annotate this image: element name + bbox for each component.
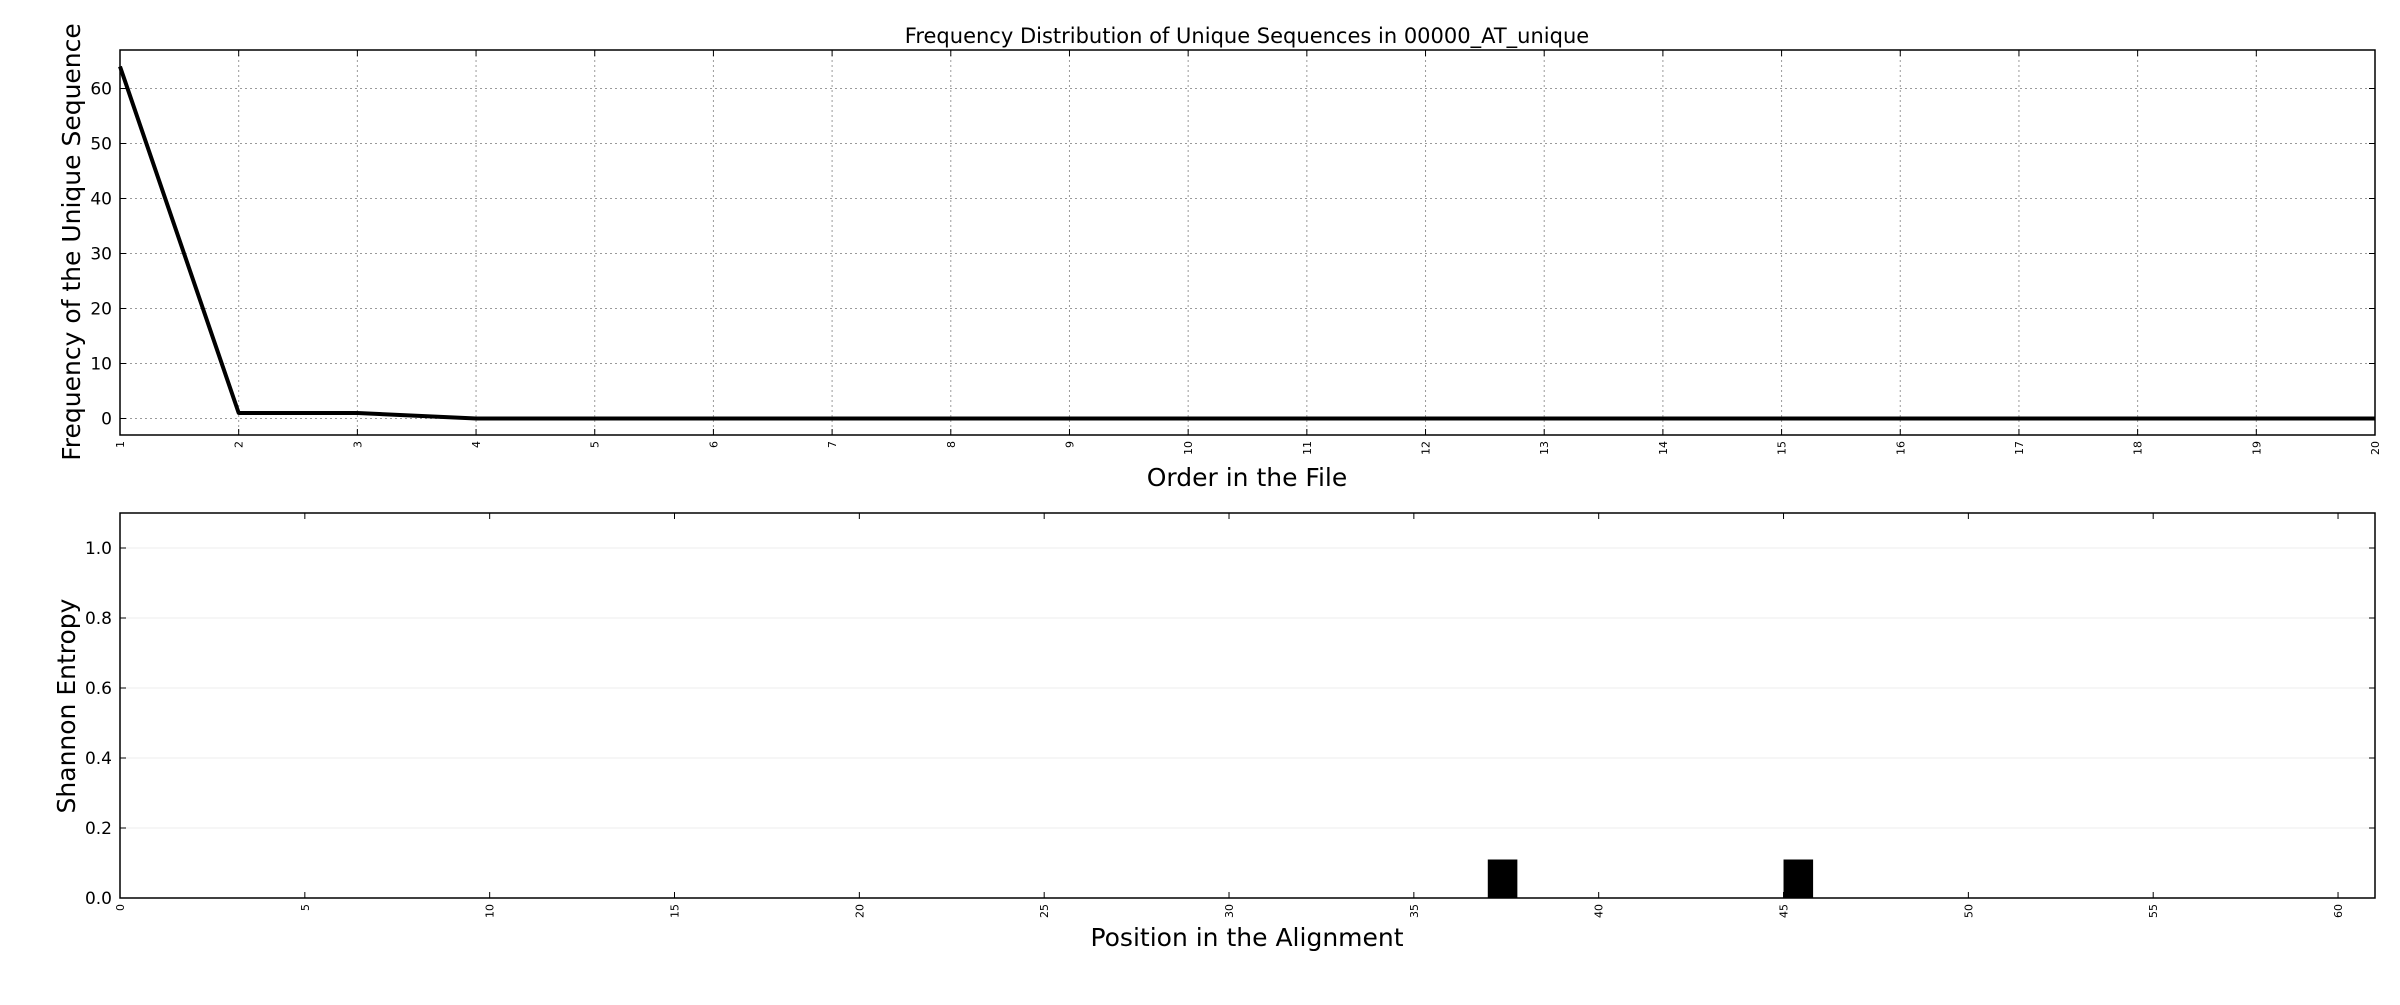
chart1-y-tick-label: 40 [90, 190, 112, 210]
chart2-x-tick-label: 50 [1962, 904, 1975, 918]
chart2-y-tick-label: 0.8 [85, 609, 112, 629]
chart1-x-tick-label: 1 [114, 441, 127, 448]
chart1-y-tick-label: 20 [90, 300, 112, 320]
chart2-background [120, 513, 2375, 898]
chart2-y-tick-label: 0.4 [85, 749, 112, 769]
chart2-x-tick-label: 10 [484, 904, 497, 918]
chart2-x-tick-label: 40 [1593, 904, 1606, 918]
chart2-x-tick-label: 0 [114, 904, 127, 911]
chart1-ticks: 1 2 3 4 5 6 7 8 9 10 11 12 13 14 15 16 17 18 19 20010203040… [90, 50, 2382, 455]
chart1-x-tick-label: 16 [1894, 441, 1907, 455]
chart1-frame [119, 49, 2376, 436]
chart2-x-tick-label: 60 [2332, 904, 2345, 918]
chart1-x-tick-label: 3 [351, 441, 364, 448]
chart1-x-tick-label: 8 [945, 441, 958, 448]
chart2-y-tick-label: 0.6 [85, 679, 112, 699]
chart2-xlabel: Position in the Alignment [1090, 923, 1403, 952]
chart1-ylabel: Frequency of the Unique Sequence [57, 23, 86, 461]
chart2-x-tick-label: 45 [1778, 904, 1791, 918]
entropy-chart: 0.0 0.2 0.4 0.6 0.8 1.0 0 5 10 15 20 25 30 35 40 45 50 55… [52, 512, 2376, 952]
chart1-series-line [118, 65, 2375, 421]
chart2-bars [1487, 859, 1814, 898]
chart1-x-tick-label: 20 [2369, 441, 2382, 455]
chart1-x-tick-label: 2 [233, 441, 246, 448]
chart2-x-tick-label: 35 [1408, 904, 1421, 918]
chart1-y-tick-label: 50 [90, 135, 112, 155]
chart2-ylabel: Shannon Entropy [52, 598, 81, 813]
chart1-title: Frequency Distribution of Unique Sequenc… [905, 24, 1589, 49]
chart1-x-tick-label: 11 [1301, 441, 1314, 455]
chart2-y-tick-label: 0.0 [85, 889, 112, 909]
chart1-x-tick-label: 4 [470, 441, 483, 448]
chart1-x-tick-label: 13 [1538, 441, 1551, 455]
chart1-x-tick-label: 7 [826, 441, 839, 448]
chart1-y-tick-label: 60 [90, 80, 112, 100]
chart1-y-tick-label: 30 [90, 245, 112, 265]
chart2-x-tick-label: 15 [669, 904, 682, 918]
chart2-x-tick-label: 25 [1038, 904, 1051, 918]
chart2-y-tick-label: 1.0 [85, 539, 112, 559]
chart1-x-tick-label: 15 [1776, 441, 1789, 455]
chart2-x-tick-label: 55 [2147, 904, 2160, 918]
chart1-x-tick-label: 17 [2013, 441, 2026, 455]
chart1-background [120, 50, 2375, 435]
chart2-x-tick-label: 30 [1223, 904, 1236, 918]
chart1-y-tick-label: 10 [90, 355, 112, 375]
chart2-x-tick-label: 5 [299, 904, 312, 911]
chart1-x-tick-label: 14 [1657, 441, 1670, 455]
chart1-x-tick-label: 5 [589, 441, 602, 448]
chart2-y-tick-label: 0.2 [85, 819, 112, 839]
chart2-x-tick-label: 20 [853, 904, 866, 918]
chart2-ticks: 0.0 0.2 0.4 0.6 0.8 1.0 0 5 10 15 20 25 30 35 40 45 50 55… [85, 513, 2375, 918]
chart2-bar [1783, 859, 1814, 898]
chart1-x-tick-label: 9 [1063, 441, 1076, 448]
chart1-x-tick-label: 6 [707, 441, 720, 448]
chart1-x-tick-label: 12 [1420, 441, 1433, 455]
chart1-xlabel: Order in the File [1147, 463, 1348, 492]
chart2-bar [1487, 859, 1518, 898]
chart2-grid [120, 547, 2375, 829]
chart2-frame [119, 512, 2376, 899]
chart1-y-tick-label: 0 [101, 410, 112, 430]
chart1-x-tick-label: 19 [2250, 441, 2263, 455]
chart1-x-tick-label: 18 [2132, 441, 2145, 455]
chart1-x-tick-label: 10 [1182, 441, 1195, 455]
frequency-chart: 1 2 3 4 5 6 7 8 9 10 11 12 13 14 15 16 17 18 19 20010203040… [57, 23, 2382, 492]
chart1-series [118, 65, 2375, 421]
